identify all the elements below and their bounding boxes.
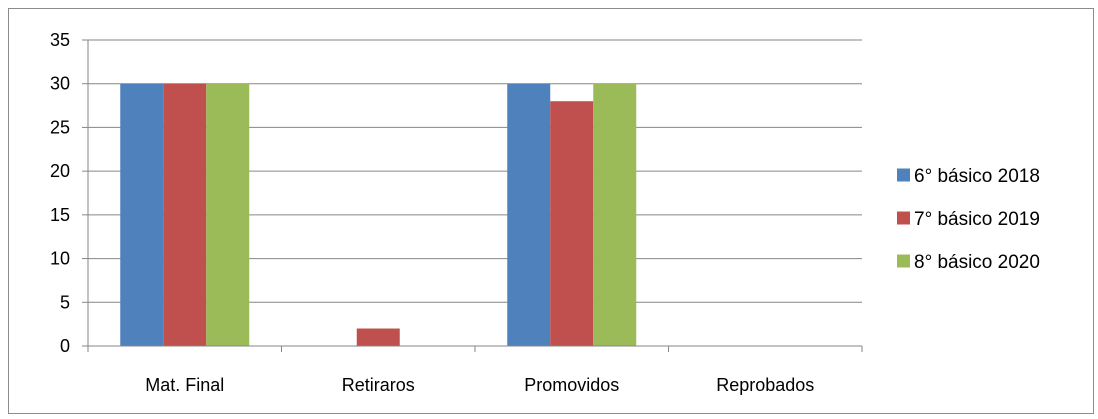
axes bbox=[82, 39, 863, 352]
bars bbox=[120, 83, 637, 346]
bar-0-2 bbox=[206, 83, 250, 346]
bar-chart: 0 5 10 15 20 25 30 35 Mat. Final Retiraros Promov… bbox=[50, 30, 1040, 395]
y-tick-label-20: 20 bbox=[50, 161, 70, 181]
bar-2-0 bbox=[507, 83, 551, 346]
y-tick-label-25: 25 bbox=[50, 117, 70, 137]
x-tick-label-1: Retiraros bbox=[342, 375, 415, 395]
legend-label-2: 8° básico 2020 bbox=[914, 252, 1040, 273]
bar-1-1 bbox=[356, 328, 400, 346]
bar-2-2 bbox=[593, 83, 637, 346]
bar-0-0 bbox=[120, 83, 164, 346]
y-tick-label-0: 0 bbox=[60, 336, 70, 356]
x-tick-label-3: Reprobados bbox=[716, 375, 814, 395]
y-tick-label-15: 15 bbox=[50, 205, 70, 225]
y-tick-label-5: 5 bbox=[60, 292, 70, 312]
legend-label-0: 6° básico 2018 bbox=[914, 166, 1040, 187]
y-tick-label-30: 30 bbox=[50, 74, 70, 94]
legend-swatch-1 bbox=[897, 211, 910, 225]
y-tick-label-10: 10 bbox=[50, 249, 70, 269]
legend-label-1: 7° básico 2019 bbox=[914, 209, 1040, 230]
x-tick-label-2: Promovidos bbox=[524, 375, 619, 395]
y-tick-labels: 0 5 10 15 20 25 30 35 bbox=[50, 30, 70, 356]
legend: 6° básico 2018 7° básico 2019 8° básico 20… bbox=[897, 166, 1040, 273]
x-tick-labels: Mat. Final Retiraros Promovidos Reprobados bbox=[145, 375, 814, 395]
legend-swatch-2 bbox=[897, 254, 910, 268]
chart-frame: 0 5 10 15 20 25 30 35 Mat. Final Retiraros Promov… bbox=[8, 8, 1094, 414]
y-tick-label-35: 35 bbox=[50, 30, 70, 50]
bar-0-1 bbox=[163, 83, 207, 346]
bar-2-1 bbox=[550, 101, 594, 346]
legend-swatch-0 bbox=[897, 168, 910, 182]
x-tick-label-0: Mat. Final bbox=[145, 375, 224, 395]
